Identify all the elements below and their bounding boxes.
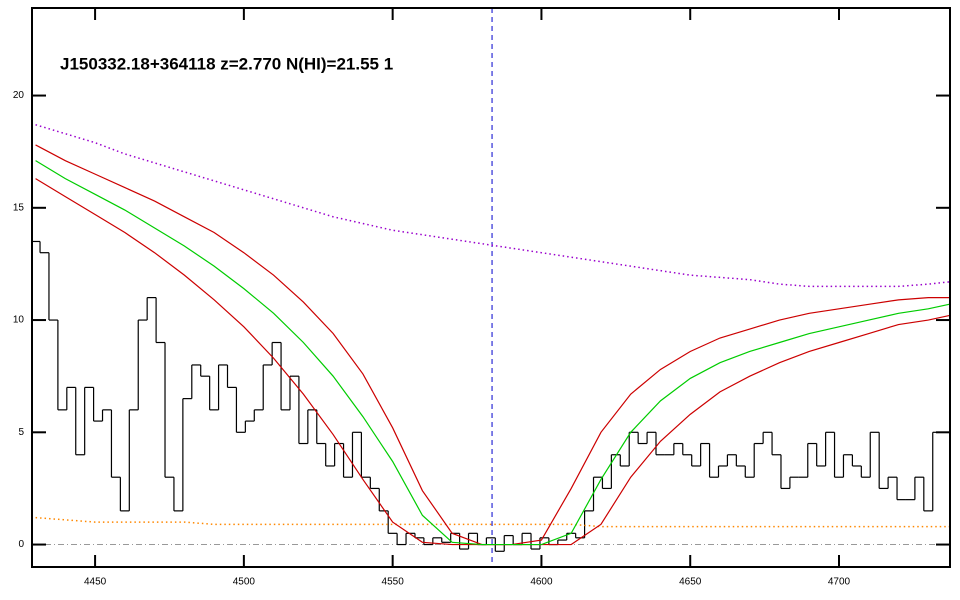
x-tick-label: 4650 (679, 577, 702, 588)
model-line (35, 160, 950, 546)
chart-title: J150332.18+364118 z=2.770 N(HI)=21.55 1 (60, 54, 393, 73)
y-tick-label: 20 (13, 90, 25, 101)
y-tick-label: 10 (13, 315, 25, 326)
y-tick-label: 15 (13, 202, 25, 213)
model-line (35, 516, 950, 528)
x-tick-label: 4500 (233, 577, 256, 588)
x-tick-label: 4600 (530, 577, 553, 588)
plot-frame (31, 7, 951, 568)
y-tick-label: 0 (18, 539, 24, 550)
x-tick-label: 4450 (84, 577, 107, 588)
plot-area (32, 8, 950, 567)
model-line (35, 124, 950, 288)
x-tick-label: 4550 (382, 577, 405, 588)
x-tick-label: 4700 (828, 577, 851, 588)
y-tick-label: 5 (18, 427, 24, 438)
